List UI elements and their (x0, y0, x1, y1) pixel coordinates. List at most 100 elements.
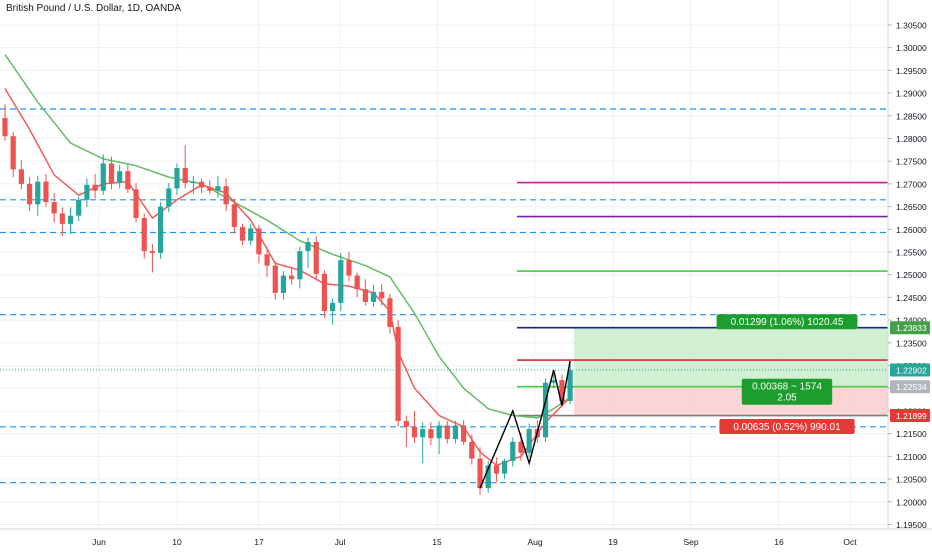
candle[interactable] (248, 223, 254, 246)
candle[interactable] (387, 293, 393, 334)
candle[interactable] (420, 422, 426, 464)
candle[interactable] (542, 378, 549, 442)
candle[interactable] (362, 279, 368, 306)
candle[interactable] (493, 457, 499, 483)
candle[interactable] (2, 104, 8, 141)
candle[interactable] (321, 270, 328, 318)
candle-body (2, 118, 8, 137)
candle[interactable] (428, 422, 434, 445)
candle[interactable] (297, 246, 303, 289)
candle[interactable] (411, 410, 418, 443)
candle[interactable] (354, 272, 360, 298)
candle[interactable] (100, 154, 106, 195)
candle[interactable] (125, 164, 131, 193)
ratio-annotation-text: 0.00368 ~ 1574 (752, 382, 822, 393)
candle[interactable] (215, 175, 221, 198)
price-tag[interactable]: 1.22534 (890, 380, 930, 394)
candle[interactable] (272, 261, 278, 300)
candle[interactable] (395, 320, 401, 427)
y-tick-label: 1.28000 (896, 134, 927, 144)
zigzag-pattern[interactable] (479, 360, 571, 489)
price-tag-label: 1.22534 (896, 382, 927, 392)
candle[interactable] (379, 283, 385, 306)
candle-body (256, 228, 262, 255)
candle[interactable] (67, 207, 74, 234)
y-tick-label: 1.26000 (896, 225, 927, 235)
candle[interactable] (567, 360, 573, 405)
price-tag-bg (890, 409, 930, 423)
y-tick-label: 1.21500 (896, 429, 927, 439)
candle[interactable] (10, 131, 16, 178)
x-tick-label: 19 (608, 537, 618, 547)
candle-body (10, 136, 16, 170)
target-annotation[interactable]: 0.01299 (1.06%) 1020.45 (716, 314, 858, 330)
price-tag[interactable]: 1.21899 (890, 409, 930, 423)
candle[interactable] (51, 192, 57, 223)
candle[interactable] (403, 415, 409, 448)
candle[interactable] (313, 236, 319, 280)
candle[interactable] (117, 164, 123, 189)
candle-body (166, 188, 172, 207)
candle[interactable] (510, 437, 516, 467)
candle[interactable] (501, 458, 508, 480)
candle[interactable] (231, 199, 237, 233)
candle-body (248, 228, 254, 241)
candle[interactable] (108, 156, 115, 190)
candle-body (18, 169, 24, 184)
candle[interactable] (461, 420, 467, 445)
candle[interactable] (190, 175, 196, 194)
candle-body (542, 382, 549, 438)
candle[interactable] (264, 247, 270, 277)
candle[interactable] (26, 177, 33, 212)
candle[interactable] (526, 423, 532, 458)
candle[interactable] (559, 374, 565, 406)
candle[interactable] (133, 182, 139, 223)
candle[interactable] (346, 252, 352, 282)
candle[interactable] (207, 180, 213, 194)
candle[interactable] (370, 284, 377, 307)
candle[interactable] (182, 145, 188, 189)
y-tick-label: 1.25000 (896, 270, 927, 280)
candle-body (420, 429, 426, 438)
candle[interactable] (158, 202, 164, 259)
candle[interactable] (59, 207, 65, 237)
candle[interactable] (76, 196, 82, 222)
candle[interactable] (338, 252, 344, 312)
candle[interactable] (330, 298, 336, 325)
candle[interactable] (223, 178, 229, 212)
candle[interactable] (141, 213, 147, 259)
candle-body (428, 429, 434, 439)
candle-body (518, 441, 524, 453)
candle[interactable] (452, 420, 459, 444)
ratio-annotation-bg (741, 378, 833, 405)
candle[interactable] (436, 420, 442, 455)
candle[interactable] (469, 434, 475, 465)
candle[interactable] (149, 243, 156, 273)
x-tick-label: Jul (335, 537, 346, 547)
candle[interactable] (18, 160, 24, 190)
candle-body (346, 260, 352, 276)
price-tag[interactable]: 1.22902 (890, 363, 930, 377)
candle[interactable] (280, 271, 287, 300)
candle[interactable] (92, 173, 98, 199)
candle[interactable] (84, 178, 90, 207)
candle[interactable] (166, 182, 172, 213)
candle[interactable] (35, 175, 41, 216)
candle[interactable] (239, 223, 246, 246)
candle[interactable] (305, 237, 311, 268)
candle[interactable] (198, 178, 205, 193)
candle[interactable] (444, 420, 450, 444)
candle[interactable] (485, 460, 491, 493)
y-tick-label: 1.30500 (896, 20, 927, 30)
price-tag[interactable]: 1.23833 (890, 321, 930, 335)
candle[interactable] (256, 224, 262, 264)
candle[interactable] (43, 173, 49, 207)
candle[interactable] (289, 266, 295, 285)
stop-annotation[interactable]: 0.00635 (0.52%) 990.01 (719, 419, 855, 435)
candle[interactable] (174, 163, 180, 195)
candle-body (198, 181, 205, 188)
x-tick-label: Oct (843, 537, 857, 547)
